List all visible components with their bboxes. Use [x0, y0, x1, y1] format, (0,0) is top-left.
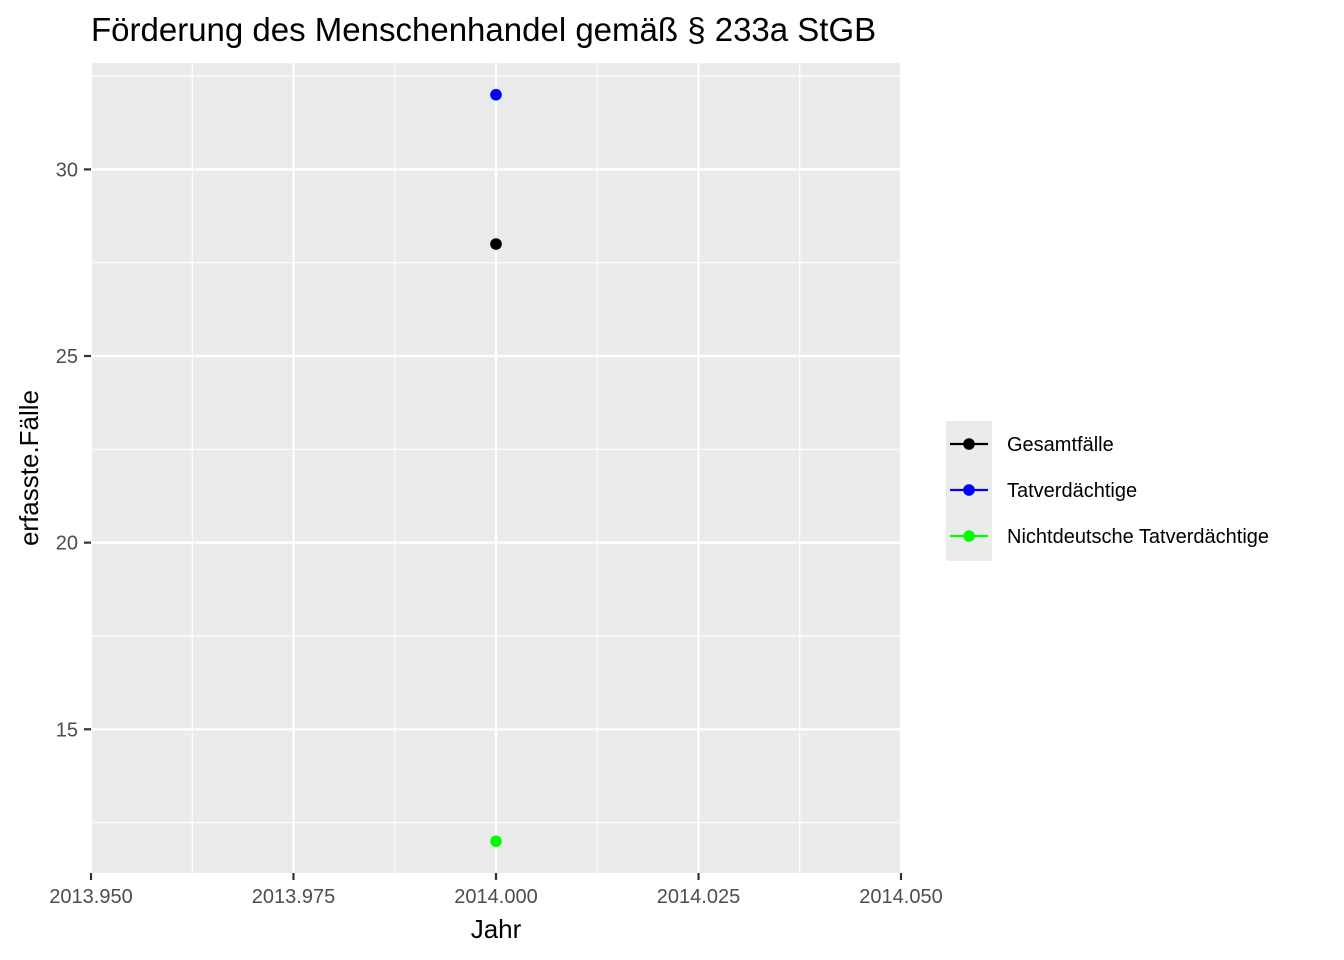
data-points — [490, 88, 502, 848]
legend-label: Gesamtfälle — [1007, 434, 1114, 456]
grid-major — [89, 63, 903, 873]
y-tick-label: 20 — [56, 533, 78, 555]
data-point — [490, 238, 502, 250]
x-axis: 2013.950 2013.975 2014.000 2014.025 2014.050 — [49, 873, 943, 908]
y-axis-title: erfasste.Fälle — [14, 390, 44, 546]
x-tick-label: 2013.950 — [49, 886, 132, 908]
x-tick-label: 2014.025 — [657, 886, 740, 908]
y-tick-label: 15 — [56, 719, 78, 741]
x-tick-label: 2014.050 — [859, 886, 942, 908]
legend-key-point — [963, 484, 975, 496]
legend: Gesamtfälle Tatverdächtige Nichtdeutsche T… — [946, 421, 1269, 561]
legend-key-point — [963, 438, 975, 450]
legend-label: Nichtdeutsche Tatverdächtige — [1007, 526, 1269, 548]
x-tick-label: 2014.000 — [454, 886, 537, 908]
y-tick-label: 30 — [56, 159, 78, 181]
data-point — [490, 835, 502, 848]
x-axis-title: Jahr — [471, 914, 522, 944]
y-tick-label: 25 — [56, 346, 78, 368]
chart-title: Förderung des Menschenhandel gemäß § 233… — [91, 11, 876, 48]
x-tick-label: 2013.975 — [252, 886, 335, 908]
legend-key-point — [963, 530, 975, 542]
data-point — [490, 88, 502, 101]
y-axis: 15 20 25 30 — [56, 159, 91, 741]
legend-label: Tatverdächtige — [1007, 480, 1137, 502]
